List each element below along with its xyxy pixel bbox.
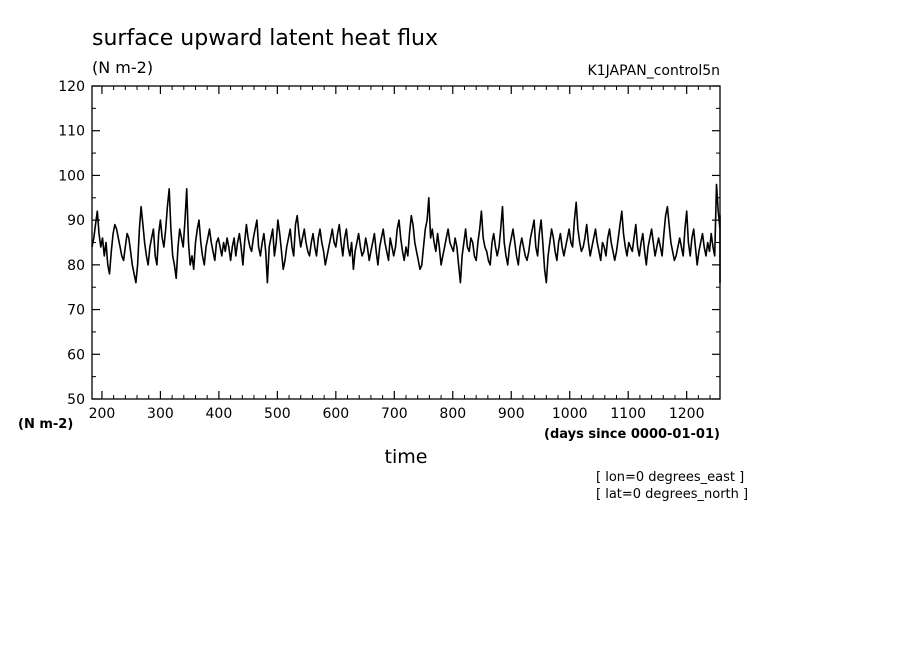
x-tick-label: 400: [206, 406, 233, 422]
x-tick-label: 1200: [669, 406, 705, 422]
x-tick-label: 600: [322, 406, 349, 422]
y-tick-label: 100: [58, 168, 85, 184]
x-tick-label: 200: [89, 406, 116, 422]
y-tick-label: 50: [67, 392, 85, 408]
x-tick-label: 500: [264, 406, 291, 422]
x-tick-label: 900: [498, 406, 525, 422]
x-tick-label: 700: [381, 406, 408, 422]
y-tick-label: 110: [58, 124, 85, 140]
y-axis: 50 60 70 80 90 100 110 120: [58, 79, 720, 408]
series-line: [91, 183, 721, 284]
x-axis-label: time: [385, 446, 428, 468]
x-tick-label: 800: [439, 406, 466, 422]
x-tick-label: 300: [147, 406, 174, 422]
x-tick-label: 1100: [610, 406, 646, 422]
y-tick-label: 70: [67, 303, 85, 319]
plot-frame: [91, 85, 721, 400]
chart-subtitle: (N m-2): [92, 58, 153, 77]
y-tick-label: 90: [67, 213, 85, 229]
chart-title: surface upward latent heat flux: [92, 26, 438, 51]
x-tick-label: 1000: [552, 406, 588, 422]
y-tick-label: 80: [67, 258, 85, 274]
note-lon: [ lon=0 degrees_east ]: [596, 470, 744, 485]
y-tick-label: 120: [58, 79, 85, 95]
run-label: K1JAPAN_control5n: [588, 63, 720, 79]
x-axis: 200 300 400 500 600 700 800 900 1000 1100 1200: [89, 86, 711, 422]
x-axis-units: (days since 0000-01-01): [544, 427, 720, 442]
note-lat: [ lat=0 degrees_north ]: [596, 487, 748, 502]
y-axis-units: (N m-2): [18, 417, 73, 432]
y-tick-label: 60: [67, 347, 85, 363]
